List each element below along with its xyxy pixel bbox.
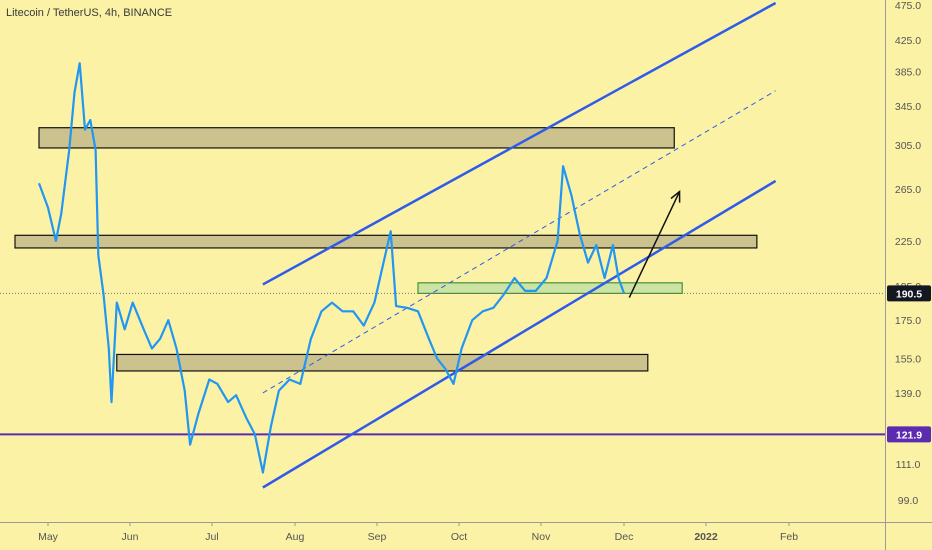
- y-tick-label: 475.0: [895, 0, 921, 12]
- y-tick-label: 139.0: [895, 388, 921, 400]
- x-tick-label: 2022: [694, 531, 718, 543]
- price-series-line: [37, 62, 626, 474]
- channel-line: [262, 179, 777, 489]
- price-zone: [417, 282, 683, 294]
- price-zone: [14, 234, 758, 249]
- y-tick-label: 385.0: [895, 66, 921, 78]
- x-tick-label: Jul: [205, 531, 218, 543]
- x-tick-label: Nov: [532, 531, 551, 543]
- x-tick-label: Dec: [615, 531, 634, 543]
- y-tick-label: 345.0: [895, 101, 921, 113]
- chart-title: Litecoin / TetherUS, 4h, BINANCE: [6, 7, 173, 19]
- y-tick-label: 99.0: [898, 495, 919, 507]
- projection-arrow-head: [670, 190, 681, 203]
- channel-line: [262, 1, 777, 286]
- channel-midline: [262, 90, 776, 394]
- price-zone: [116, 353, 649, 372]
- y-tick-label: 175.0: [895, 315, 921, 327]
- x-axis[interactable]: May Jun Jul Aug Sep Oct Nov Dec 2022 Feb: [38, 522, 798, 543]
- y-axis[interactable]: 475.0425.0385.0345.0305.0265.0225.0195.0…: [895, 0, 921, 507]
- y-tick-label: 425.0: [895, 35, 921, 47]
- x-tick-label: May: [38, 531, 59, 543]
- plot-background: [0, 0, 885, 522]
- y-tick-label: 111.0: [896, 459, 921, 471]
- price-zone: [38, 127, 675, 149]
- current-price-badge: [887, 285, 931, 302]
- support-level-label: 121.9: [896, 429, 922, 441]
- x-tick-label: Jun: [122, 531, 139, 543]
- y-tick-label: 305.0: [895, 140, 921, 152]
- x-tick-label: Oct: [451, 531, 467, 543]
- support-level-badge: [887, 426, 931, 443]
- projection-arrow: [628, 191, 681, 298]
- y-tick-label: 155.0: [895, 353, 921, 365]
- x-tick-label: Sep: [368, 531, 387, 543]
- y-tick-label: 225.0: [895, 236, 921, 248]
- y-tick-label: 265.0: [895, 184, 921, 196]
- current-price-label: 190.5: [896, 288, 922, 300]
- x-tick-label: Aug: [286, 531, 305, 543]
- x-tick-label: Feb: [780, 531, 798, 543]
